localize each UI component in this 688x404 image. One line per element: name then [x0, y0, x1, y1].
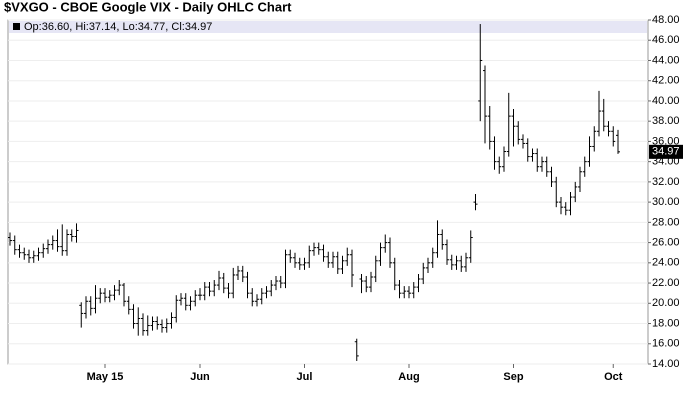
- last-price-box: [649, 144, 683, 159]
- y-tick-label: 44.00: [652, 54, 680, 66]
- y-tick-label: 14.00: [652, 358, 680, 370]
- y-tick-label: 26.00: [652, 236, 680, 248]
- plot-area: [7, 19, 649, 365]
- x-tick-label: Jun: [190, 371, 210, 383]
- y-tick-label: 28.00: [652, 216, 680, 228]
- x-tick-label: Aug: [398, 371, 419, 383]
- y-tick-label: 20.00: [652, 297, 680, 309]
- y-tick-label: 38.00: [652, 115, 680, 127]
- y-tick-label: 36.00: [652, 135, 680, 147]
- legend-swatch: [13, 23, 20, 30]
- legend-text: Op:36.60, Hi:37.14, Lo:34.77, Cl:34.97: [24, 21, 212, 33]
- x-tick-label: Jul: [297, 371, 313, 383]
- y-tick-label: 40.00: [652, 95, 680, 107]
- y-tick-label: 22.00: [652, 277, 680, 289]
- y-tick-label: 48.00: [652, 14, 680, 26]
- y-tick-label: 16.00: [652, 338, 680, 350]
- y-tick-label: 32.00: [652, 176, 680, 188]
- last-price-label: 34.97: [652, 146, 680, 158]
- x-tick-label: Sep: [503, 371, 523, 383]
- y-tick-label: 46.00: [652, 34, 680, 46]
- x-tick-label: Oct: [604, 371, 623, 383]
- y-tick-label: 18.00: [652, 317, 680, 329]
- y-tick-label: 24.00: [652, 257, 680, 269]
- y-tick-label: 30.00: [652, 196, 680, 208]
- legend-band: [9, 21, 647, 33]
- x-tick-label: May 15: [87, 371, 124, 383]
- y-tick-label: 42.00: [652, 75, 680, 87]
- chart-title: $VXGO - CBOE Google VIX - Daily OHLC Cha…: [4, 0, 292, 14]
